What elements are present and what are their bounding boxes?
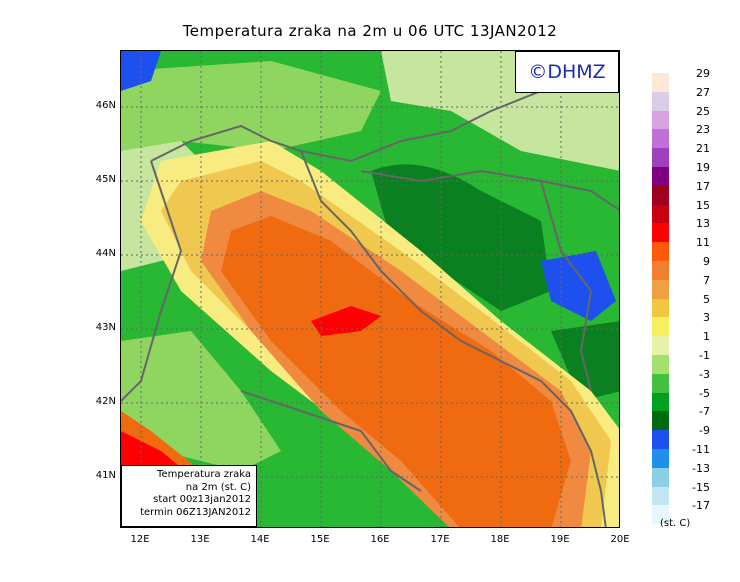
lat-lon-grid xyxy=(121,51,619,527)
info-line: na 2m (st. C) xyxy=(185,481,251,493)
lon-label: 12E xyxy=(130,534,150,545)
legend-swatch xyxy=(652,336,669,356)
legend-label: 15 xyxy=(696,198,710,212)
info-line: termin 06Z13JAN2012 xyxy=(140,506,251,518)
legend-label: 7 xyxy=(703,273,710,287)
legend-swatch xyxy=(652,91,669,111)
legend-label: 3 xyxy=(703,311,710,325)
mild-land-patch xyxy=(121,61,381,161)
legend-swatch xyxy=(652,355,669,374)
legend-unit: (st. C) xyxy=(660,518,691,529)
coastline xyxy=(121,160,183,402)
legend-label: -15 xyxy=(692,480,710,494)
legend-label: -11 xyxy=(692,443,710,456)
legend-swatch xyxy=(652,449,669,468)
lon-label: 20E xyxy=(610,534,630,545)
legend-swatch xyxy=(652,392,669,412)
legend-label: 25 xyxy=(696,104,710,118)
legend-swatch xyxy=(652,185,669,205)
legend-label: -3 xyxy=(699,367,710,381)
lat-label: 42N xyxy=(95,396,116,407)
info-line: start 00z13jan2012 xyxy=(153,494,251,505)
temperature-field xyxy=(121,51,619,527)
legend-swatch xyxy=(652,73,669,92)
sea-field-warm xyxy=(221,216,571,527)
legend-label: 23 xyxy=(696,123,710,137)
temperature-map: ©DHMZ Temperatura zraka na 2m (st. C) st… xyxy=(120,50,620,528)
very-cold-spot xyxy=(541,251,616,321)
legend-swatch xyxy=(652,486,669,506)
legend-swatch xyxy=(652,279,669,299)
lon-label: 13E xyxy=(190,534,210,545)
lat-label: 45N xyxy=(95,174,116,185)
lat-label: 43N xyxy=(95,322,116,333)
coastline xyxy=(240,390,422,492)
hot-spot xyxy=(311,306,381,336)
legend-swatch xyxy=(652,242,669,262)
legend-swatch xyxy=(652,505,669,525)
legend-label: -5 xyxy=(699,386,710,400)
legend-label: 1 xyxy=(703,330,710,344)
legend-label: -17 xyxy=(692,499,710,513)
legend-swatch xyxy=(652,110,669,130)
lon-label: 14E xyxy=(250,534,270,545)
legend-label: -7 xyxy=(699,405,710,419)
country-border xyxy=(540,180,593,392)
cold-land-patch xyxy=(551,321,619,401)
legend-swatch xyxy=(652,167,669,186)
lon-label: 18E xyxy=(490,534,510,545)
legend-swatch xyxy=(652,261,669,280)
lat-label: 41N xyxy=(95,470,116,481)
legend-swatch xyxy=(652,430,669,450)
legend-swatch xyxy=(652,411,669,431)
lon-label: 16E xyxy=(370,534,390,545)
legend-swatch xyxy=(652,204,669,224)
cold-land-patch xyxy=(371,164,551,311)
coastline xyxy=(150,124,607,527)
legend-swatch xyxy=(652,298,669,318)
legend-swatch xyxy=(652,223,669,243)
lon-label: 17E xyxy=(430,534,450,545)
legend-swatch xyxy=(652,317,669,337)
lat-label: 46N xyxy=(95,100,116,111)
legend-label: -1 xyxy=(699,349,710,362)
legend-label: 13 xyxy=(696,217,710,231)
legend-swatch xyxy=(652,129,669,149)
legend-label: -9 xyxy=(699,424,710,438)
lat-label: 44N xyxy=(95,248,116,259)
legend-label: 29 xyxy=(696,67,710,80)
legend-label: 5 xyxy=(703,292,710,306)
lon-label: 15E xyxy=(310,534,330,545)
info-box: Temperatura zraka na 2m (st. C) start 00… xyxy=(121,465,257,527)
info-line: Temperatura zraka xyxy=(157,469,251,480)
map-title: Temperatura zraka na 2m u 06 UTC 13JAN20… xyxy=(182,22,558,40)
legend-swatch xyxy=(652,373,669,393)
legend-label: 27 xyxy=(696,85,710,99)
country-border xyxy=(360,169,619,211)
legend-label: 11 xyxy=(696,236,710,250)
legend-label: 21 xyxy=(696,142,710,156)
lon-label: 19E xyxy=(550,534,570,545)
dhmz-logo: ©DHMZ xyxy=(515,51,619,93)
legend-label: -13 xyxy=(692,461,710,475)
legend-swatch xyxy=(652,467,669,487)
legend-label: 19 xyxy=(696,161,710,174)
legend-label: 9 xyxy=(703,255,710,268)
legend-label: 17 xyxy=(696,179,710,193)
legend-swatch xyxy=(652,148,669,168)
